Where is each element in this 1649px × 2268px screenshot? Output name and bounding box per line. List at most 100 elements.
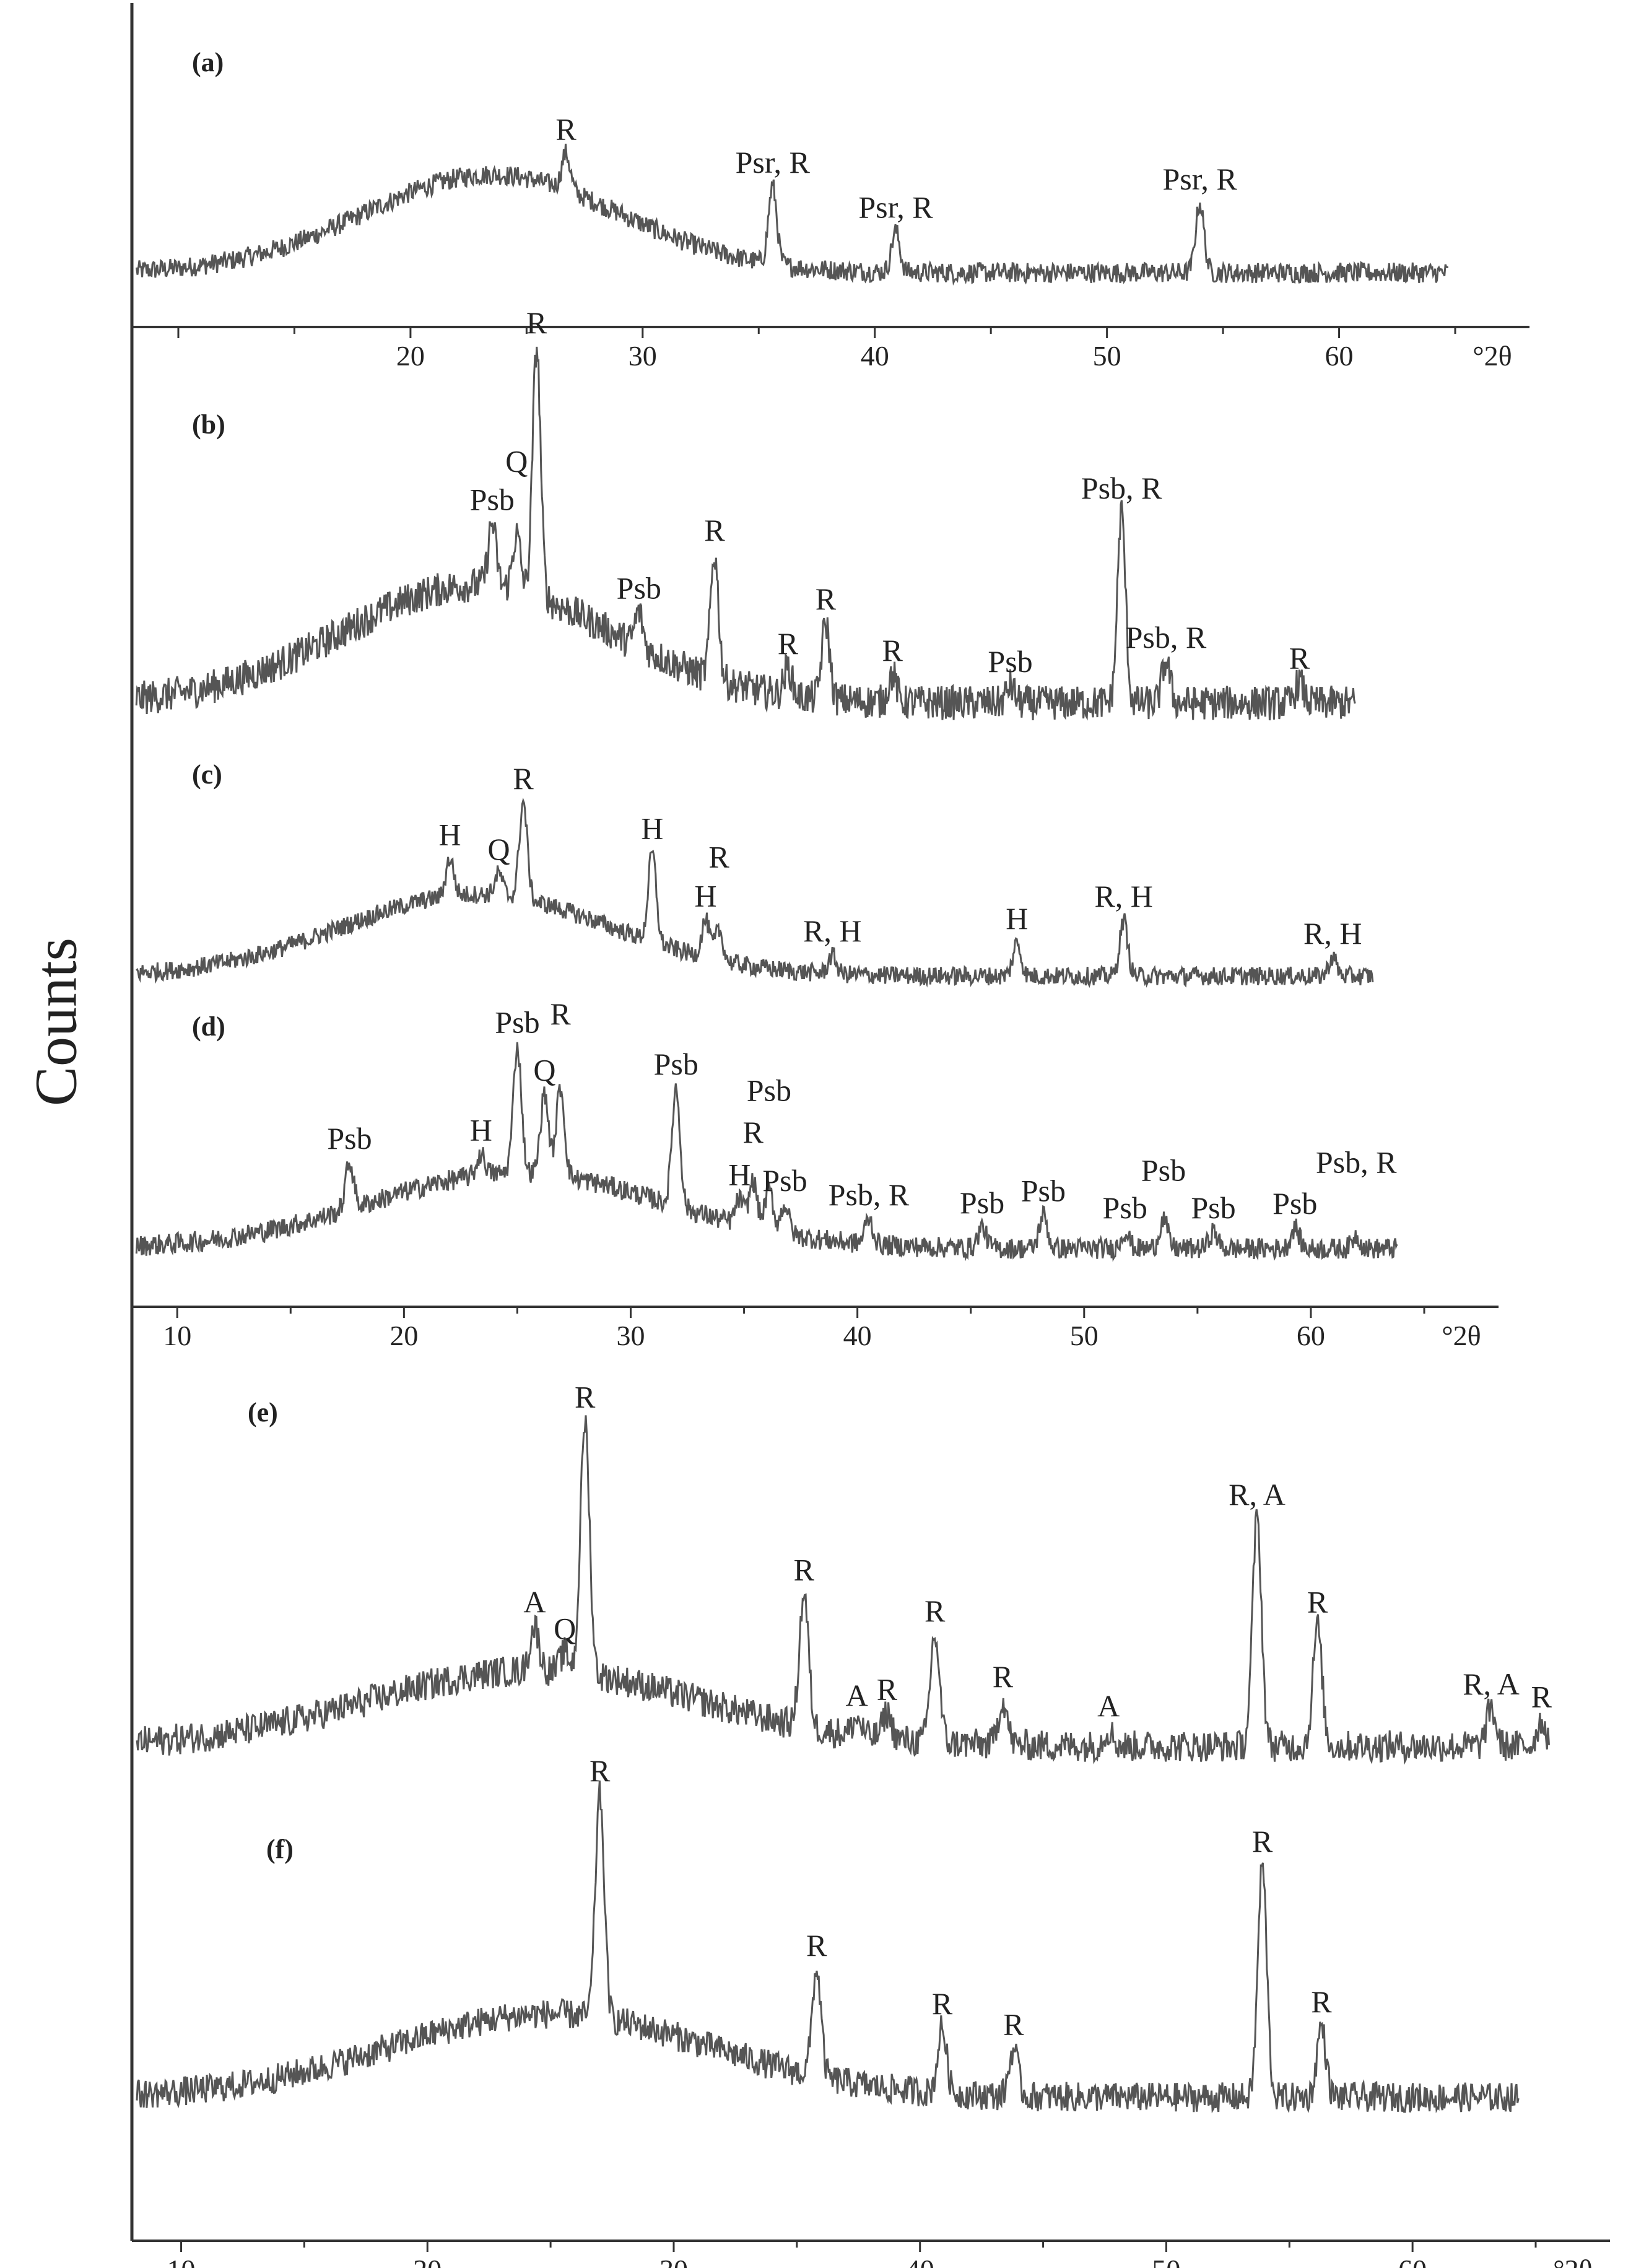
peak-label: A: [1097, 1689, 1120, 1724]
peak-label: Psb: [762, 1163, 807, 1198]
x-tick-label: 40: [906, 2254, 934, 2268]
x-tick-label: 50: [1152, 2254, 1180, 2268]
peak-label: Psb: [1103, 1190, 1147, 1225]
peak-label: R, H: [1094, 879, 1152, 914]
peak-label: Psb: [495, 1005, 539, 1040]
peak-label: Psb: [617, 570, 661, 605]
peak-label: Q: [533, 1052, 555, 1087]
panels-group: (a) R Psr, R Psr, R Psr, R 20 30 40 50 60 °2θ (b) Ps…: [132, 47, 1610, 2268]
x-tick-label: 40: [861, 340, 889, 372]
peak-label: Q: [487, 832, 510, 866]
peak-label: A: [846, 1678, 868, 1712]
x-tick-label: 20: [396, 340, 425, 372]
diffraction-trace: [135, 346, 1356, 721]
peak-label: H: [1006, 901, 1028, 936]
peak-label: Psb: [470, 482, 515, 517]
peak-label: R: [1307, 1585, 1328, 1620]
peak-label: R: [1531, 1680, 1552, 1714]
panel-label: (a): [192, 47, 224, 77]
diffraction-trace: [136, 797, 1374, 988]
x-tick-label: 30: [659, 2254, 688, 2268]
peak-label: R: [513, 761, 534, 796]
x-tick-label: 60: [1297, 1320, 1325, 1351]
peak-label: R: [550, 997, 571, 1031]
x-unit-label: °2θ: [1553, 2254, 1592, 2268]
peak-label: R: [816, 582, 837, 616]
peak-label: R: [932, 1986, 953, 2021]
peak-label: R, A: [1463, 1667, 1520, 1701]
peak-label: R: [743, 1115, 764, 1149]
x-tick-label: 20: [413, 2254, 442, 2268]
peak-label: R: [555, 111, 576, 146]
peak-label: Q: [505, 444, 528, 479]
peak-label: Psb, R: [829, 1177, 910, 1212]
peak-label: Psr, R: [736, 145, 811, 180]
x-unit-label: °2θ: [1473, 340, 1512, 372]
peak-label: Psb: [747, 1073, 791, 1107]
peak-label: R: [877, 1672, 898, 1707]
x-tick-label: 50: [1093, 340, 1121, 372]
x-tick-label: 10: [167, 2254, 196, 2268]
peak-label: Psb: [327, 1121, 372, 1156]
diffraction-trace: [136, 1415, 1550, 1765]
peak-label: R, A: [1229, 1477, 1286, 1512]
peak-label: R: [1252, 1824, 1273, 1859]
peak-label: R: [704, 513, 725, 547]
peak-label: Psb: [960, 1185, 1004, 1220]
peak-label: R: [794, 1553, 815, 1587]
peak-label: Psr, R: [858, 190, 933, 224]
peak-label: Q: [554, 1611, 576, 1646]
peak-label: Psb: [1141, 1153, 1186, 1187]
peak-label: R: [526, 305, 547, 340]
peak-label: R: [1003, 2007, 1024, 2042]
panel-label: (f): [266, 1834, 294, 1864]
peak-label: Psb: [654, 1047, 698, 1081]
x-unit-label: °2θ: [1442, 1320, 1481, 1351]
peak-label: Psb, R: [1126, 620, 1207, 655]
peak-label: H: [641, 811, 663, 846]
peak-label: H: [438, 818, 461, 852]
peak-label: A: [523, 1585, 546, 1620]
peak-label: Psb: [1021, 1173, 1066, 1208]
peak-label: H: [470, 1112, 492, 1147]
x-tick-label: 40: [843, 1320, 872, 1351]
x-tick-label: 30: [629, 340, 657, 372]
panel-label: (b): [192, 409, 225, 440]
diffraction-trace: [135, 1042, 1398, 1262]
peak-label: R: [1311, 1984, 1332, 2019]
x-tick-label: 30: [617, 1320, 645, 1351]
x-tick-label: 10: [163, 1320, 191, 1351]
diffraction-trace: [136, 143, 1448, 286]
panel-label: (e): [248, 1397, 278, 1428]
peak-label: H: [728, 1158, 751, 1192]
panel-a: (a) R Psr, R Psr, R Psr, R 20 30 40 50 60 °2θ: [132, 47, 1529, 372]
peak-label: Psb: [1273, 1186, 1317, 1221]
diffraction-trace: [136, 1780, 1520, 2114]
peak-label: Psr, R: [1162, 162, 1237, 196]
peak-label: Psb: [988, 644, 1032, 679]
panel-label: (d): [192, 1011, 225, 1042]
x-tick-label: 60: [1398, 2254, 1427, 2268]
peak-label: R: [925, 1594, 946, 1628]
peak-label: Psb, R: [1316, 1145, 1397, 1180]
x-tick-label: 20: [389, 1320, 418, 1351]
peak-label: R: [708, 839, 729, 874]
peak-label: Psb: [1191, 1190, 1235, 1225]
panel-label: (c): [192, 759, 222, 790]
panel-f: (f) R R R R R R 10 20 30 40 50 60 °2θ: [132, 1753, 1610, 2268]
peak-label: R, H: [1303, 916, 1362, 951]
peak-label: R: [778, 626, 799, 661]
peak-label: Psb, R: [1081, 471, 1162, 505]
peak-label: R, H: [803, 914, 861, 948]
peak-label: R: [590, 1753, 611, 1788]
peak-label: H: [694, 879, 716, 914]
peak-label: R: [806, 1928, 827, 1963]
peak-label: R: [1289, 641, 1310, 676]
x-tick-label: 60: [1325, 340, 1354, 372]
peak-label: R: [993, 1659, 1014, 1694]
